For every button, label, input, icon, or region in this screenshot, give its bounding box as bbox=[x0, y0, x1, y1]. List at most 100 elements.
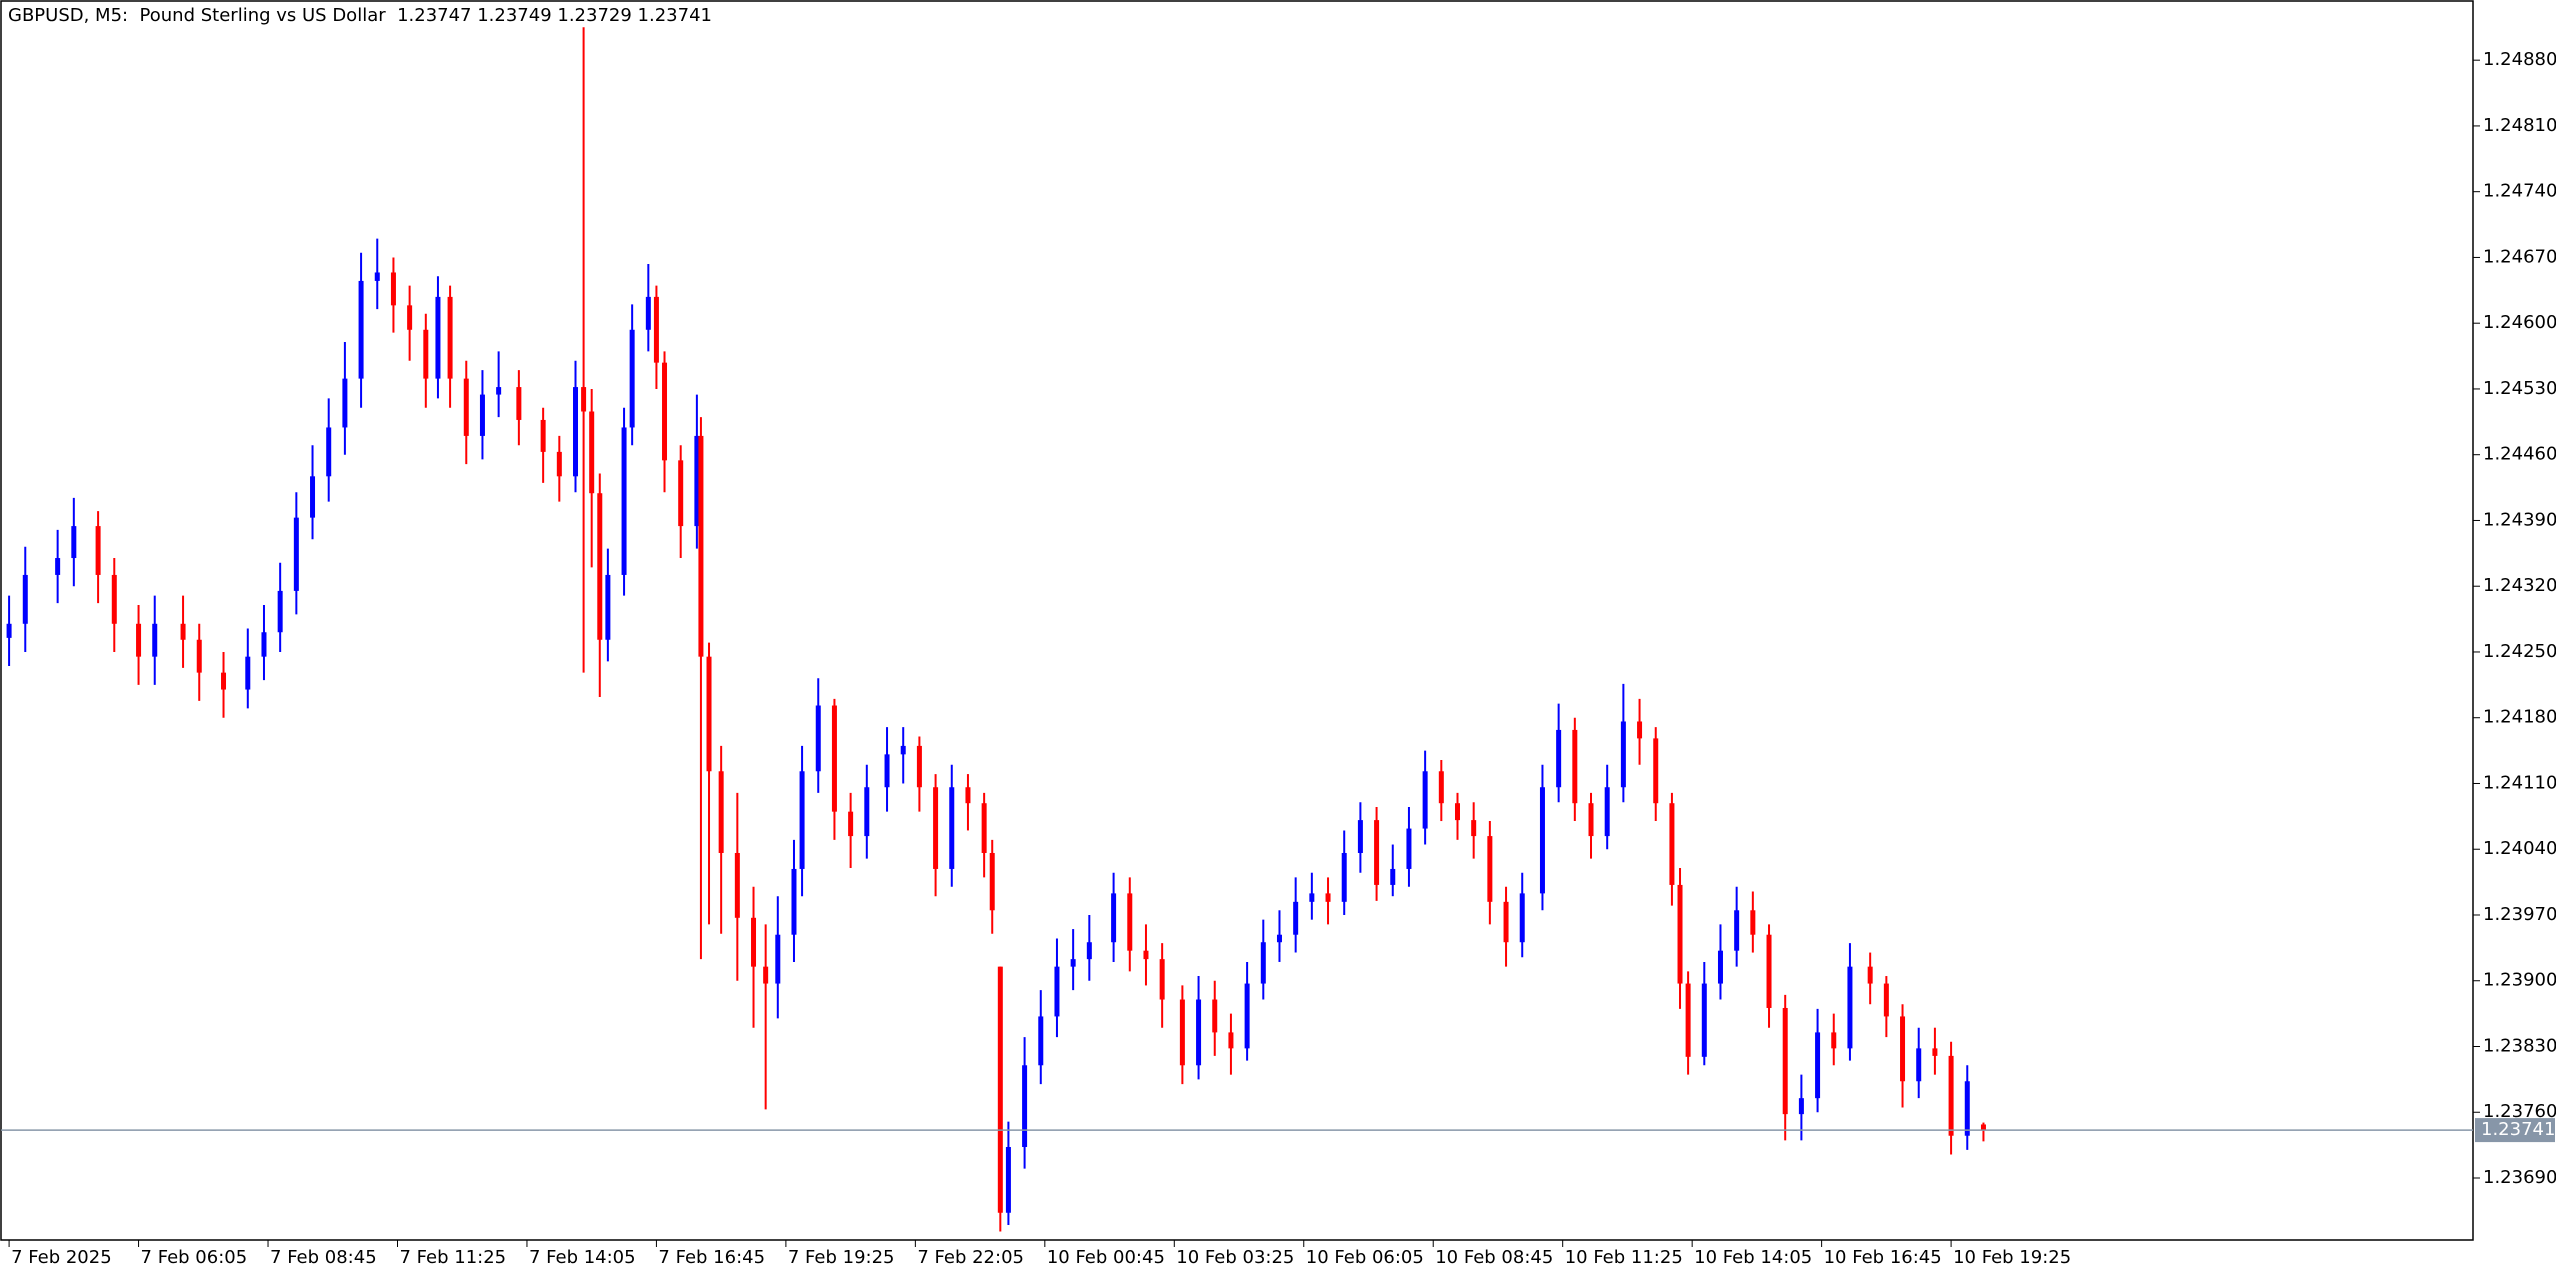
candle-body bbox=[1038, 1016, 1044, 1066]
candle-body bbox=[1406, 828, 1412, 869]
x-tick-label: 10 Feb 19:25 bbox=[1953, 1247, 2071, 1268]
x-tick-label: 10 Feb 14:05 bbox=[1694, 1247, 1812, 1268]
candle-body bbox=[1883, 983, 1889, 1017]
x-tick-label: 10 Feb 03:25 bbox=[1176, 1247, 1294, 1268]
candle-body bbox=[1309, 893, 1315, 902]
candle-body bbox=[1503, 901, 1509, 943]
candle-body bbox=[1980, 1124, 1986, 1131]
y-tick-label: 1.23900 bbox=[2483, 970, 2556, 991]
candle-body bbox=[1179, 999, 1185, 1066]
candle-body bbox=[791, 868, 797, 935]
y-tick-label: 1.23970 bbox=[2483, 904, 2556, 925]
y-tick-label: 1.24600 bbox=[2483, 312, 2556, 333]
candle-body bbox=[662, 362, 668, 461]
y-tick-label: 1.23760 bbox=[2483, 1101, 2556, 1122]
candle-body bbox=[516, 387, 522, 420]
candle-body bbox=[374, 272, 380, 281]
candle-body bbox=[111, 574, 117, 624]
candle-body bbox=[1357, 820, 1363, 853]
x-tick-label: 10 Feb 00:45 bbox=[1047, 1247, 1165, 1268]
candle-body bbox=[1588, 803, 1594, 837]
candle-body bbox=[556, 451, 562, 477]
candle-body bbox=[597, 493, 603, 640]
candle-body bbox=[864, 787, 870, 837]
y-tick-label: 1.24320 bbox=[2483, 575, 2556, 596]
candle-body bbox=[1734, 910, 1740, 951]
candle-body bbox=[949, 787, 955, 869]
candle-body bbox=[310, 476, 316, 518]
candle-body bbox=[1228, 1032, 1234, 1049]
candle-body bbox=[1677, 884, 1683, 984]
candle-body bbox=[390, 272, 396, 306]
candle-body bbox=[734, 852, 740, 918]
candle-body bbox=[581, 387, 587, 412]
candle-body bbox=[326, 427, 332, 477]
candle-body bbox=[799, 771, 805, 869]
candle-body bbox=[1717, 950, 1723, 984]
candle-body bbox=[1438, 771, 1444, 804]
y-tick-label: 1.24460 bbox=[2483, 444, 2556, 465]
candle-body bbox=[933, 787, 939, 869]
y-tick-label: 1.24740 bbox=[2483, 181, 2556, 202]
candle-body bbox=[884, 754, 890, 788]
candle-body bbox=[916, 745, 922, 788]
x-tick-label: 10 Feb 11:25 bbox=[1565, 1247, 1683, 1268]
candle-body bbox=[1196, 999, 1202, 1066]
candle-body bbox=[1831, 1032, 1837, 1049]
candle-body bbox=[1325, 893, 1331, 902]
candle-body bbox=[1685, 983, 1691, 1057]
candle-body bbox=[900, 745, 906, 755]
candle-body bbox=[1519, 893, 1525, 943]
candle-body bbox=[540, 419, 546, 452]
y-tick-label: 1.24040 bbox=[2483, 838, 2556, 859]
x-tick-label: 7 Feb 2025 bbox=[11, 1247, 112, 1268]
candle-body bbox=[221, 672, 227, 690]
candle-body bbox=[1653, 738, 1659, 804]
y-tick-label: 1.24810 bbox=[2483, 115, 2556, 136]
x-tick-label: 7 Feb 06:05 bbox=[141, 1247, 248, 1268]
candle-body bbox=[706, 656, 712, 772]
y-tick-label: 1.23690 bbox=[2483, 1167, 2556, 1188]
y-tick-label: 1.23830 bbox=[2483, 1035, 2556, 1056]
candle-body bbox=[1916, 1048, 1922, 1082]
candle-body bbox=[1572, 729, 1578, 804]
candle-body bbox=[1815, 1032, 1821, 1099]
candle-body bbox=[1159, 959, 1165, 1000]
candle-body bbox=[589, 411, 595, 494]
candle-body bbox=[95, 526, 101, 575]
candle-body bbox=[848, 811, 854, 837]
candle-body bbox=[694, 435, 700, 527]
candle-body bbox=[718, 771, 724, 853]
candle-body bbox=[989, 852, 995, 911]
candle-body bbox=[1293, 901, 1299, 935]
candle-body bbox=[136, 623, 142, 657]
candle-body bbox=[55, 558, 61, 575]
x-tick-label: 7 Feb 14:05 bbox=[529, 1247, 636, 1268]
candle-body bbox=[407, 305, 413, 330]
candle-body bbox=[152, 623, 158, 657]
candle-body bbox=[981, 803, 987, 853]
candle-body bbox=[423, 329, 429, 379]
candle-body bbox=[1143, 950, 1149, 960]
x-tick-label: 7 Feb 08:45 bbox=[270, 1247, 377, 1268]
candle-body bbox=[180, 623, 186, 640]
candle-body bbox=[1111, 893, 1117, 943]
candle-body bbox=[1782, 1007, 1788, 1115]
candle-body bbox=[1341, 852, 1347, 902]
x-tick-label: 10 Feb 06:05 bbox=[1306, 1247, 1424, 1268]
plot-frame bbox=[0, 0, 2474, 1241]
candle-body bbox=[358, 280, 364, 379]
candle-body bbox=[698, 435, 704, 657]
candle-body bbox=[1212, 999, 1218, 1033]
x-tick-label: 10 Feb 08:45 bbox=[1435, 1247, 1553, 1268]
candle-body bbox=[277, 590, 283, 633]
x-tick-label: 7 Feb 22:05 bbox=[917, 1247, 1024, 1268]
candle-body bbox=[1005, 1147, 1011, 1213]
candle-body bbox=[1964, 1081, 1970, 1136]
candle-body bbox=[435, 296, 441, 379]
candle-body bbox=[751, 917, 757, 967]
candle-body bbox=[1637, 721, 1643, 739]
candle-body bbox=[1847, 966, 1853, 1049]
candle-body bbox=[447, 296, 453, 379]
candle-body bbox=[1750, 910, 1756, 935]
